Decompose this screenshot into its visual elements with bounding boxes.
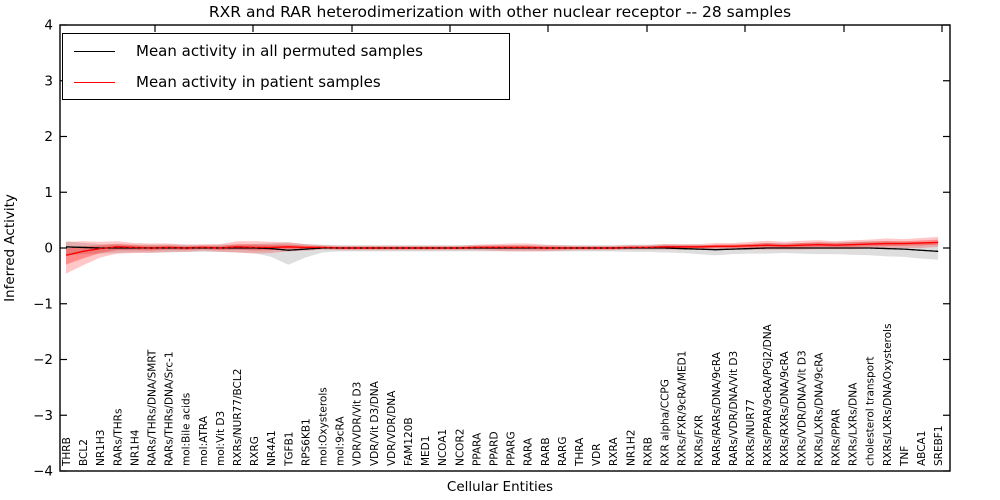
x-category-label: mol:ATRA [198,415,210,466]
legend-entry-patient: Mean activity in patient samples [63,71,509,93]
legend: Mean activity in all permuted samples Me… [62,33,510,100]
x-category-label: RXRA [608,437,620,466]
y-tick-label: −2 [33,352,53,368]
x-category-label: RARA [523,437,535,466]
x-category-label: NR1H2 [625,430,637,466]
legend-label-patient: Mean activity in patient samples [136,73,381,91]
x-category-label: RXRG [249,436,261,466]
x-category-label: PPARG [506,431,518,466]
x-category-label: THRA [574,437,586,467]
x-category-label: mol:Vit D3 [215,411,227,466]
y-tick-label: 4 [44,18,53,34]
x-category-label: RXRs/FXR/9cRA/MED1 [677,351,689,466]
x-category-label: RXRs/LXRs/DNA [848,382,860,466]
x-category-label: mol:9cRA [335,416,347,466]
x-category-label: RXRB [642,437,654,466]
x-category-label: PPARA [471,432,483,466]
x-category-label: mol:Oxysterols [318,387,330,466]
y-axis-label: Inferred Activity [2,194,18,302]
y-tick-label: −4 [33,464,53,480]
x-category-label: VDR [591,443,603,466]
y-tick-label: 0 [44,241,53,257]
y-tick-label: 2 [44,129,53,145]
x-category-label: RARs/THRs [112,409,124,466]
x-category-label: MED1 [420,436,432,466]
x-category-label: RXRs/LXRs/DNA/9cRA [813,352,825,466]
x-category-label: RXRs/FXR [694,415,706,466]
x-category-label: FAM120B [403,417,415,466]
x-axis-label: Cellular Entities [446,479,554,495]
x-category-label: RARG [557,437,569,467]
x-category-label: RPS6KB1 [300,418,312,466]
x-category-label: RXRs/PPAR/9cRA/PGJ2/DNA [762,323,774,466]
x-category-label: RXRs/NUR77/BCL2 [232,369,244,466]
x-category-label: mol:Bile acids [181,393,193,466]
x-category-label: BCL2 [78,439,90,466]
legend-entry-permuted: Mean activity in all permuted samples [63,40,509,62]
x-category-label: RXRs/NUR77 [745,399,757,466]
x-category-label: VDR/VDR/DNA [386,390,398,466]
band-patient-outer [66,236,939,274]
x-category-label: VDR/Vit D3/DNA [369,380,381,466]
x-category-label: RXRs/VDR/DNA/Vit D3 [796,350,808,466]
y-tick-label: −3 [33,408,53,424]
x-category-label: RARB [540,437,552,466]
legend-label-permuted: Mean activity in all permuted samples [136,42,423,60]
x-category-label: RARs/VDR/DNA/Vit D3 [728,351,740,466]
chart-title: RXR and RAR heterodimerization with othe… [208,3,792,21]
y-tick-label: 1 [44,185,53,201]
x-category-label: NCOA1 [437,429,449,466]
x-category-label: RXRs/RXRs/DNA/9cRA [779,350,791,466]
x-category-label: NR1H3 [95,430,107,466]
x-category-label: TGFB1 [283,432,295,467]
y-tick-label: −1 [33,296,53,312]
y-tick-label: 3 [44,73,53,89]
legend-line-sample-red [74,81,115,83]
x-category-label: THRB [61,437,73,467]
x-category-label: RARs/THRs/DNA/Src-1 [164,351,176,466]
x-category-label: NR4A1 [266,430,278,466]
x-category-label: ABCA1 [916,431,928,466]
x-category-label: VDR/VDR/Vit D3 [352,382,364,466]
legend-line-sample-black [74,50,115,52]
x-category-label: RXR alpha/CCPG [660,379,672,466]
x-category-label: cholesterol transport [865,356,877,466]
line-permuted-dashes [65,246,939,252]
x-category-label: NCOR2 [454,429,466,466]
x-category-label: RARs/THRs/DNA/SMRT [147,349,159,466]
x-category-label: NR1H4 [129,429,141,466]
x-category-label: SREBF1 [933,425,945,466]
x-category-label: PPARD [489,431,501,466]
x-category-label: RXRs/LXRs/DNA/Oxysterols [882,324,894,466]
x-category-label: TNF [899,446,911,467]
x-category-label: RARs/RARs/DNA/9cRA [711,351,723,466]
x-category-label: RXRs/PPAR [831,409,843,466]
